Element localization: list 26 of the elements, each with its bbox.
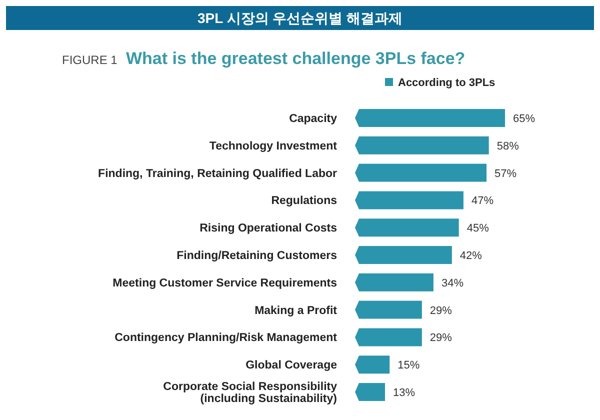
y-tick-label: Contingency Planning/Risk Management	[114, 332, 338, 344]
data-label: 13%	[393, 387, 416, 399]
y-tick-label: Finding, Training, Retaining Qualified Labor	[98, 168, 338, 180]
y-tick-label: Capacity	[289, 113, 338, 125]
data-label: 47%	[471, 195, 494, 208]
y-tick-label: Technology Investment	[209, 140, 338, 152]
data-label: 57%	[494, 168, 517, 180]
y-tick-label: Finding/Retaining Customers	[176, 250, 337, 262]
y-tick-label: Rising Operational Costs	[200, 222, 337, 235]
data-label: 42%	[460, 250, 482, 262]
data-label: 29%	[430, 332, 452, 344]
data-label: 29%	[430, 304, 452, 317]
data-label: 45%	[466, 222, 490, 235]
y-tick-label: Regulations	[271, 195, 337, 208]
y-tick-label: Global Coverage	[246, 360, 337, 372]
legend-label: According to 3PLs	[398, 77, 496, 89]
caption: FIGURE 1	[62, 53, 118, 67]
y-tick-label: Making a Profit	[254, 304, 338, 317]
data-label: 58%	[496, 140, 520, 152]
data-label: 34%	[441, 277, 464, 290]
y-tick-label: Corporate Social Responsibility (including Sustainability)	[163, 381, 338, 405]
y-tick-label: Meeting Customer Service Requirements	[112, 277, 337, 290]
data-label: 15%	[398, 360, 420, 372]
chart-title: 3PL 시장의 우선순위별 해결과제	[197, 10, 403, 26]
chart-subtitle: What is the greatest challenge 3PLs face?	[126, 49, 466, 68]
data-label: 65%	[513, 113, 536, 125]
